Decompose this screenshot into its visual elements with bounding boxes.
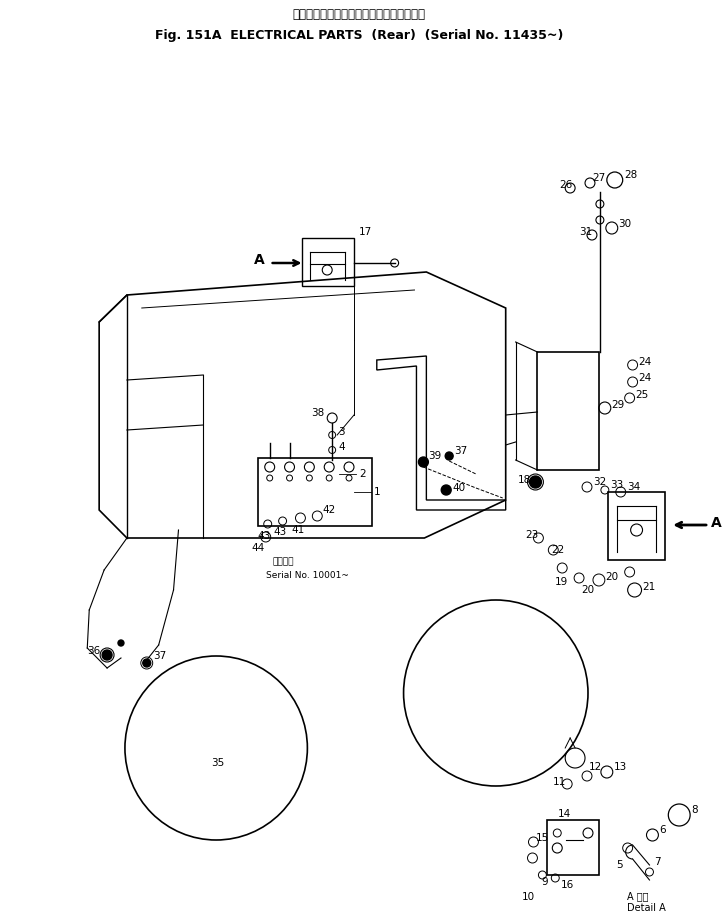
Circle shape xyxy=(142,659,150,667)
Text: 38: 38 xyxy=(312,408,325,418)
Text: Serial No. 10001~: Serial No. 10001~ xyxy=(266,570,348,579)
Text: 27: 27 xyxy=(592,173,605,183)
Text: 32: 32 xyxy=(593,477,606,487)
Text: 5: 5 xyxy=(616,860,623,870)
Text: 12: 12 xyxy=(589,762,602,772)
Text: 24: 24 xyxy=(638,357,652,367)
Text: Detail A: Detail A xyxy=(627,903,665,913)
Text: 43: 43 xyxy=(274,527,287,537)
Text: 17: 17 xyxy=(359,227,372,237)
Text: A 詳細: A 詳細 xyxy=(627,891,648,901)
Text: 9: 9 xyxy=(542,877,548,887)
Bar xyxy=(258,458,372,526)
Circle shape xyxy=(419,457,428,467)
Text: 11: 11 xyxy=(553,777,567,787)
Text: 適用号機: 適用号機 xyxy=(273,557,294,566)
Text: A: A xyxy=(254,253,265,267)
Text: 25: 25 xyxy=(636,390,649,400)
Bar xyxy=(608,492,665,560)
Circle shape xyxy=(529,476,542,488)
Text: 36: 36 xyxy=(87,646,100,656)
Circle shape xyxy=(102,650,112,660)
Bar xyxy=(537,352,599,470)
Text: Fig. 151A  ELECTRICAL PARTS  (Rear)  (Serial No. 11435~): Fig. 151A ELECTRICAL PARTS (Rear) (Seria… xyxy=(155,29,563,42)
Circle shape xyxy=(118,640,124,646)
Text: 22: 22 xyxy=(552,545,565,555)
Text: 40: 40 xyxy=(452,483,466,493)
Text: 10: 10 xyxy=(521,892,535,902)
Text: 35: 35 xyxy=(211,758,224,768)
Text: 18: 18 xyxy=(518,475,531,485)
Text: 16: 16 xyxy=(561,880,575,890)
Text: 42: 42 xyxy=(322,505,335,515)
Text: 20: 20 xyxy=(605,572,618,582)
Text: 20: 20 xyxy=(581,585,594,595)
Text: 30: 30 xyxy=(617,219,631,229)
Text: 13: 13 xyxy=(614,762,627,772)
Text: 31: 31 xyxy=(579,227,592,237)
Text: 44: 44 xyxy=(252,543,265,553)
Text: 37: 37 xyxy=(153,651,166,661)
Text: 34: 34 xyxy=(627,482,640,492)
Circle shape xyxy=(441,485,451,495)
Text: 15: 15 xyxy=(536,833,549,843)
Text: 43: 43 xyxy=(258,531,271,541)
Text: 23: 23 xyxy=(526,530,539,540)
Bar xyxy=(547,820,599,875)
Text: 7: 7 xyxy=(654,857,661,867)
Text: 2: 2 xyxy=(359,469,366,479)
Text: 24: 24 xyxy=(638,373,652,383)
Text: 4: 4 xyxy=(338,442,345,452)
Text: エレクトリカルパーツ　（後）　適用号機: エレクトリカルパーツ （後） 適用号機 xyxy=(292,8,425,21)
Text: 39: 39 xyxy=(428,451,442,461)
Text: 3: 3 xyxy=(338,427,345,437)
Circle shape xyxy=(445,452,453,460)
Text: 29: 29 xyxy=(611,400,624,410)
Text: 1: 1 xyxy=(374,487,380,497)
Bar xyxy=(302,238,354,286)
Text: 19: 19 xyxy=(555,577,568,587)
Text: A: A xyxy=(711,516,722,530)
Text: 41: 41 xyxy=(291,525,305,535)
Text: 26: 26 xyxy=(560,180,573,190)
Text: 14: 14 xyxy=(558,809,571,819)
Text: 28: 28 xyxy=(625,170,638,180)
Text: 6: 6 xyxy=(659,825,666,835)
Text: 8: 8 xyxy=(691,805,698,815)
Text: 21: 21 xyxy=(643,582,656,592)
Text: 37: 37 xyxy=(454,446,467,456)
Text: 33: 33 xyxy=(609,480,623,490)
